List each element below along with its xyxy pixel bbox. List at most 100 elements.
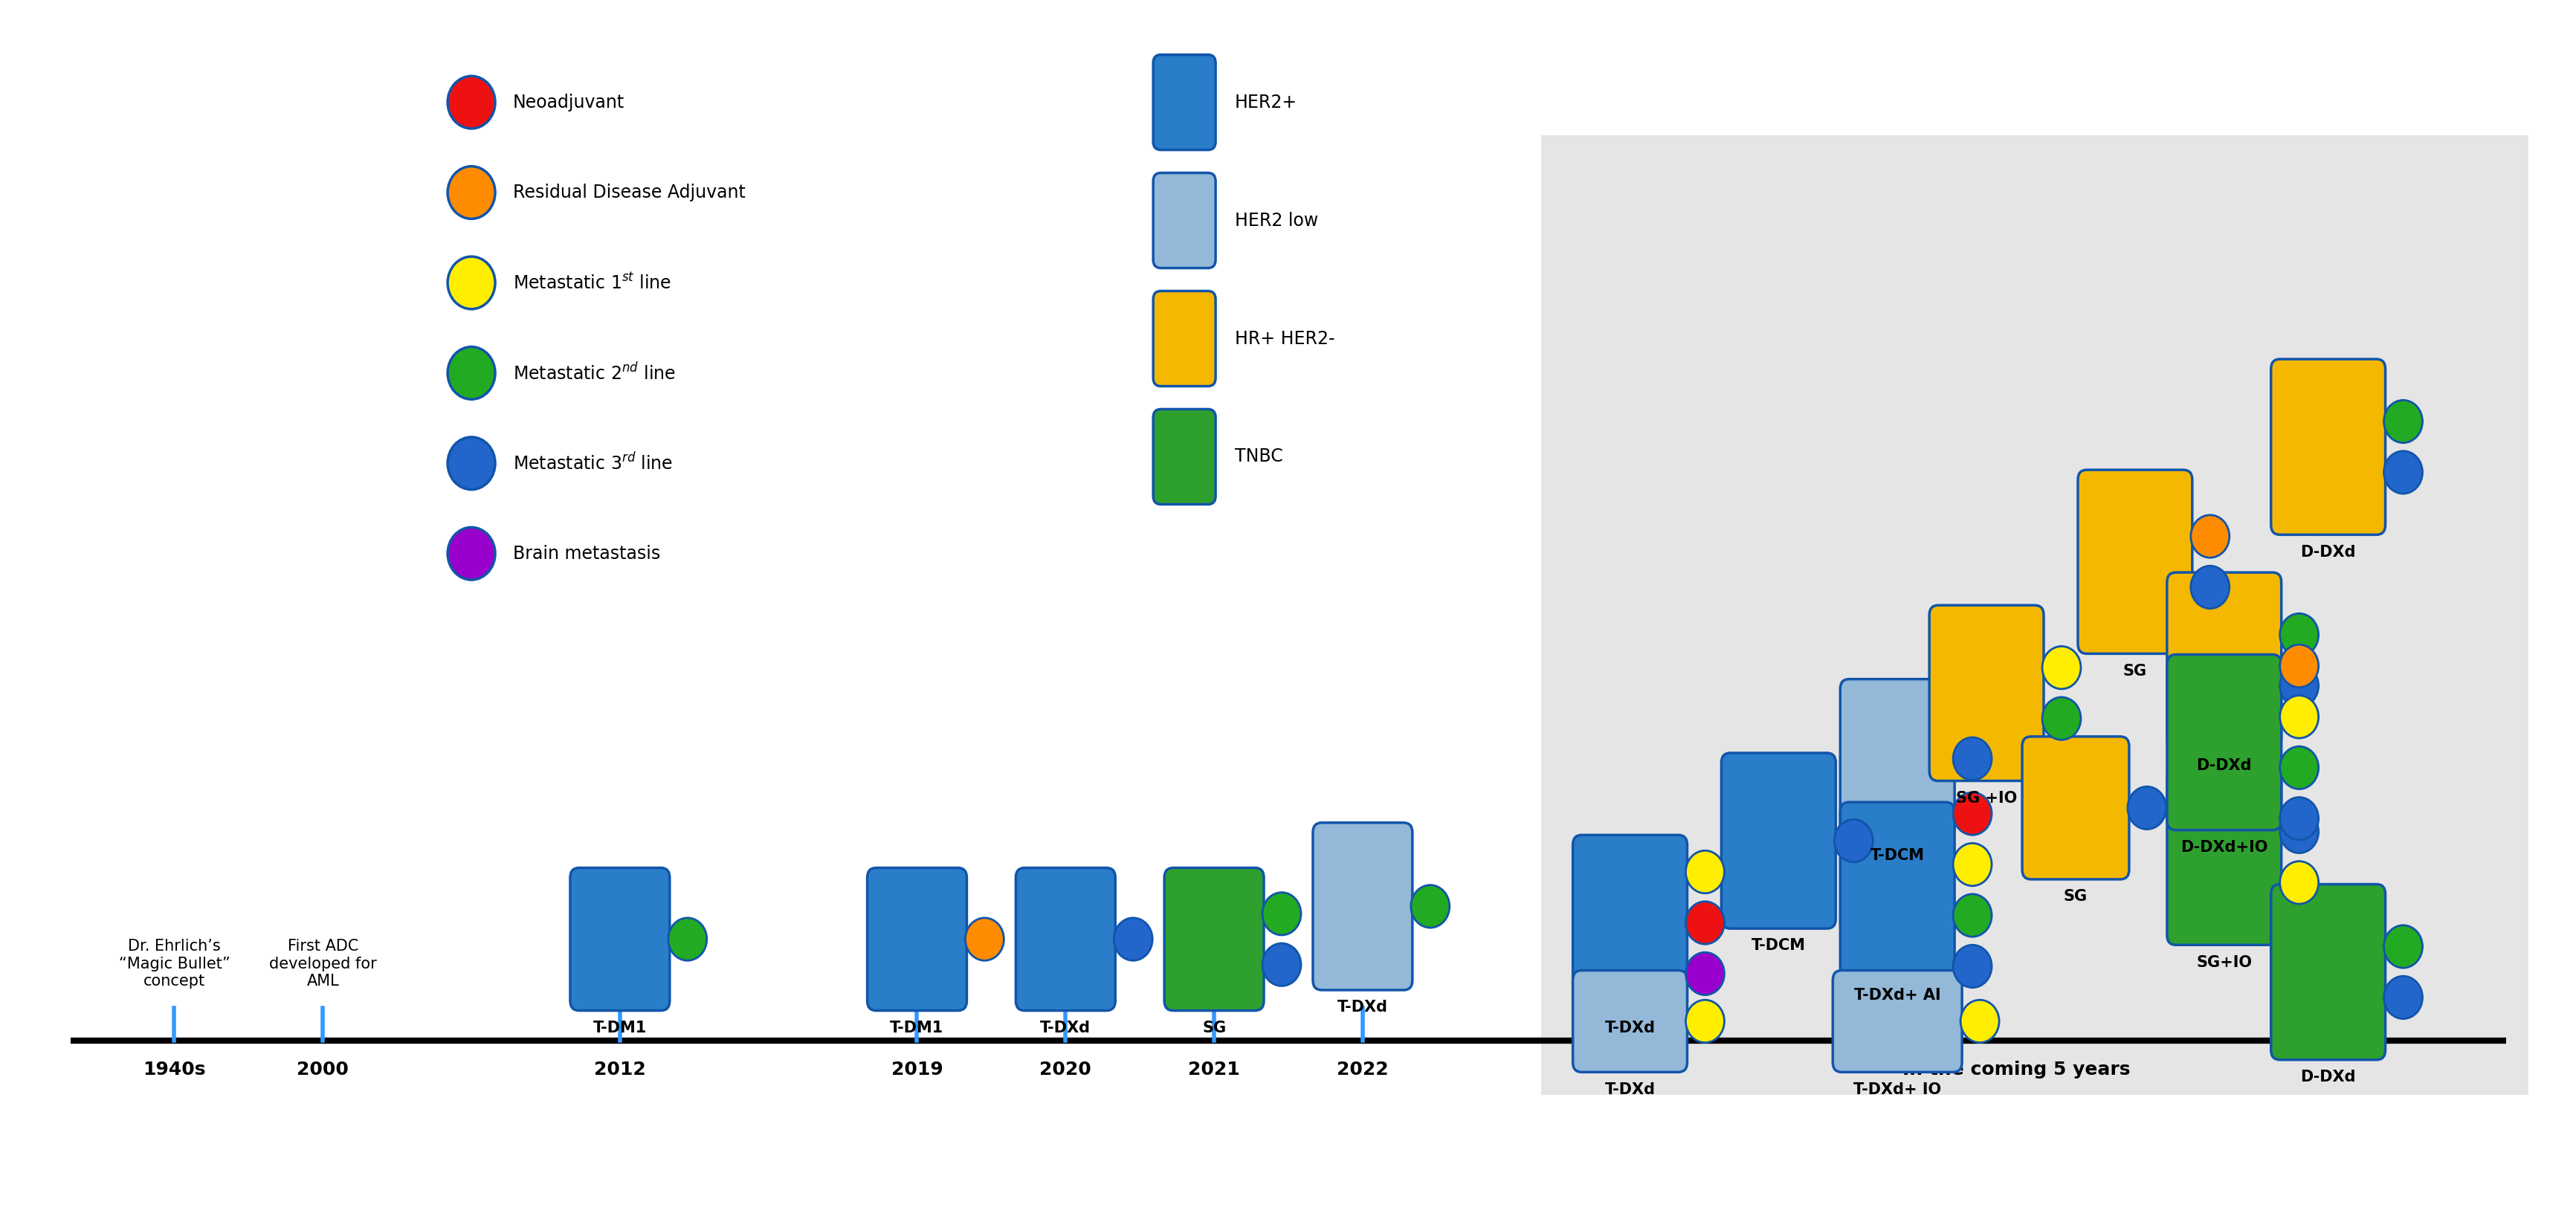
Circle shape <box>1113 918 1151 960</box>
Circle shape <box>1262 943 1301 986</box>
Circle shape <box>2043 646 2081 689</box>
Text: HER2 low: HER2 low <box>1234 211 1319 230</box>
Text: T-DXd+ AI: T-DXd+ AI <box>1855 987 1940 1002</box>
FancyBboxPatch shape <box>868 868 966 1011</box>
FancyBboxPatch shape <box>2269 885 2385 1059</box>
FancyBboxPatch shape <box>1314 822 1412 990</box>
Circle shape <box>1685 1000 1723 1042</box>
Text: 2021: 2021 <box>1188 1061 1239 1079</box>
Text: Residual Disease Adjuvant: Residual Disease Adjuvant <box>513 183 744 202</box>
Circle shape <box>1412 885 1450 927</box>
Text: D-DXd+IO: D-DXd+IO <box>2179 840 2267 854</box>
FancyBboxPatch shape <box>1154 291 1216 386</box>
Circle shape <box>1834 820 1873 862</box>
Circle shape <box>1685 851 1723 893</box>
Circle shape <box>2190 514 2228 557</box>
Text: TNBC: TNBC <box>1234 447 1283 466</box>
Circle shape <box>1685 952 1723 995</box>
Circle shape <box>2280 613 2318 656</box>
Circle shape <box>448 257 495 309</box>
Text: T-DXd: T-DXd <box>1605 1020 1654 1035</box>
Circle shape <box>448 347 495 400</box>
FancyBboxPatch shape <box>2022 737 2128 880</box>
Circle shape <box>1953 895 1991 937</box>
Text: HER2+: HER2+ <box>1234 93 1298 111</box>
Circle shape <box>966 918 1005 960</box>
Circle shape <box>2280 695 2318 738</box>
FancyBboxPatch shape <box>2269 359 2385 535</box>
Text: SG: SG <box>2123 664 2146 678</box>
Text: 1940s: 1940s <box>142 1061 206 1079</box>
Circle shape <box>2383 976 2421 1019</box>
Text: 2022: 2022 <box>1337 1061 1388 1079</box>
FancyBboxPatch shape <box>1839 679 1955 838</box>
Circle shape <box>2383 400 2421 442</box>
Circle shape <box>1953 737 1991 780</box>
Circle shape <box>1960 1000 1999 1042</box>
Circle shape <box>2280 747 2318 789</box>
Text: Metastatic 3$^{rd}$ line: Metastatic 3$^{rd}$ line <box>513 452 672 474</box>
Bar <box>1540 136 2527 1095</box>
Text: Brain metastasis: Brain metastasis <box>513 545 659 562</box>
Circle shape <box>1953 843 1991 886</box>
Text: T-DXd+ IO: T-DXd+ IO <box>1852 1081 1940 1097</box>
Text: 2020: 2020 <box>1038 1061 1092 1079</box>
Circle shape <box>2383 451 2421 494</box>
Text: T-DM1: T-DM1 <box>592 1020 647 1035</box>
Text: Dr. Ehrlich’s
“Magic Bullet”
concept: Dr. Ehrlich’s “Magic Bullet” concept <box>118 938 229 989</box>
Text: D-DXd: D-DXd <box>2300 1069 2354 1084</box>
Text: 2000: 2000 <box>296 1061 348 1079</box>
Circle shape <box>1953 945 1991 987</box>
Text: Metastatic 2$^{nd}$ line: Metastatic 2$^{nd}$ line <box>513 363 675 384</box>
Text: D-DXd: D-DXd <box>2300 545 2354 560</box>
Circle shape <box>448 437 495 490</box>
Circle shape <box>667 918 706 960</box>
Text: T-DXd: T-DXd <box>1605 1081 1654 1097</box>
Text: SG +IO: SG +IO <box>1955 791 2017 805</box>
Text: D-DXd: D-DXd <box>2195 758 2251 772</box>
Text: 2019: 2019 <box>891 1061 943 1079</box>
Circle shape <box>2280 797 2318 840</box>
Text: T-DM1: T-DM1 <box>889 1020 943 1035</box>
Text: First ADC
developed for
AML: First ADC developed for AML <box>268 938 376 989</box>
FancyBboxPatch shape <box>2076 470 2192 654</box>
Circle shape <box>2190 566 2228 609</box>
Text: SG+IO: SG+IO <box>2195 954 2251 969</box>
Text: Neoadjuvant: Neoadjuvant <box>513 93 623 111</box>
Circle shape <box>2043 697 2081 739</box>
Text: HR+ HER2-: HR+ HER2- <box>1234 330 1334 347</box>
FancyBboxPatch shape <box>1154 409 1216 505</box>
Text: Metastatic 1$^{st}$ line: Metastatic 1$^{st}$ line <box>513 273 672 292</box>
FancyBboxPatch shape <box>1832 970 1960 1072</box>
Circle shape <box>1953 792 1991 835</box>
Text: T-DXd: T-DXd <box>1041 1020 1090 1035</box>
Text: 2012: 2012 <box>595 1061 647 1079</box>
FancyBboxPatch shape <box>1839 802 1955 978</box>
Circle shape <box>1262 892 1301 935</box>
FancyBboxPatch shape <box>1571 970 1687 1072</box>
Circle shape <box>2280 665 2318 708</box>
Circle shape <box>448 166 495 219</box>
Text: T-DXd: T-DXd <box>1337 1000 1388 1014</box>
Circle shape <box>2383 925 2421 968</box>
Circle shape <box>2280 862 2318 904</box>
FancyBboxPatch shape <box>2166 572 2280 748</box>
Text: SG: SG <box>1203 1020 1226 1035</box>
FancyBboxPatch shape <box>1571 835 1687 1011</box>
FancyBboxPatch shape <box>1015 868 1115 1011</box>
Circle shape <box>448 528 495 579</box>
FancyBboxPatch shape <box>1164 868 1262 1011</box>
FancyBboxPatch shape <box>1929 605 2043 781</box>
Circle shape <box>2280 810 2318 853</box>
FancyBboxPatch shape <box>2166 655 2280 830</box>
FancyBboxPatch shape <box>2166 770 2280 945</box>
Text: In the coming 5 years: In the coming 5 years <box>1901 1061 2130 1079</box>
Text: T-DCM: T-DCM <box>1870 848 1924 863</box>
FancyBboxPatch shape <box>569 868 670 1011</box>
FancyBboxPatch shape <box>1721 753 1834 929</box>
Circle shape <box>2280 645 2318 687</box>
FancyBboxPatch shape <box>1154 172 1216 268</box>
Text: SG: SG <box>2063 890 2087 904</box>
Text: T-DCM: T-DCM <box>1752 938 1806 953</box>
Circle shape <box>1685 902 1723 945</box>
